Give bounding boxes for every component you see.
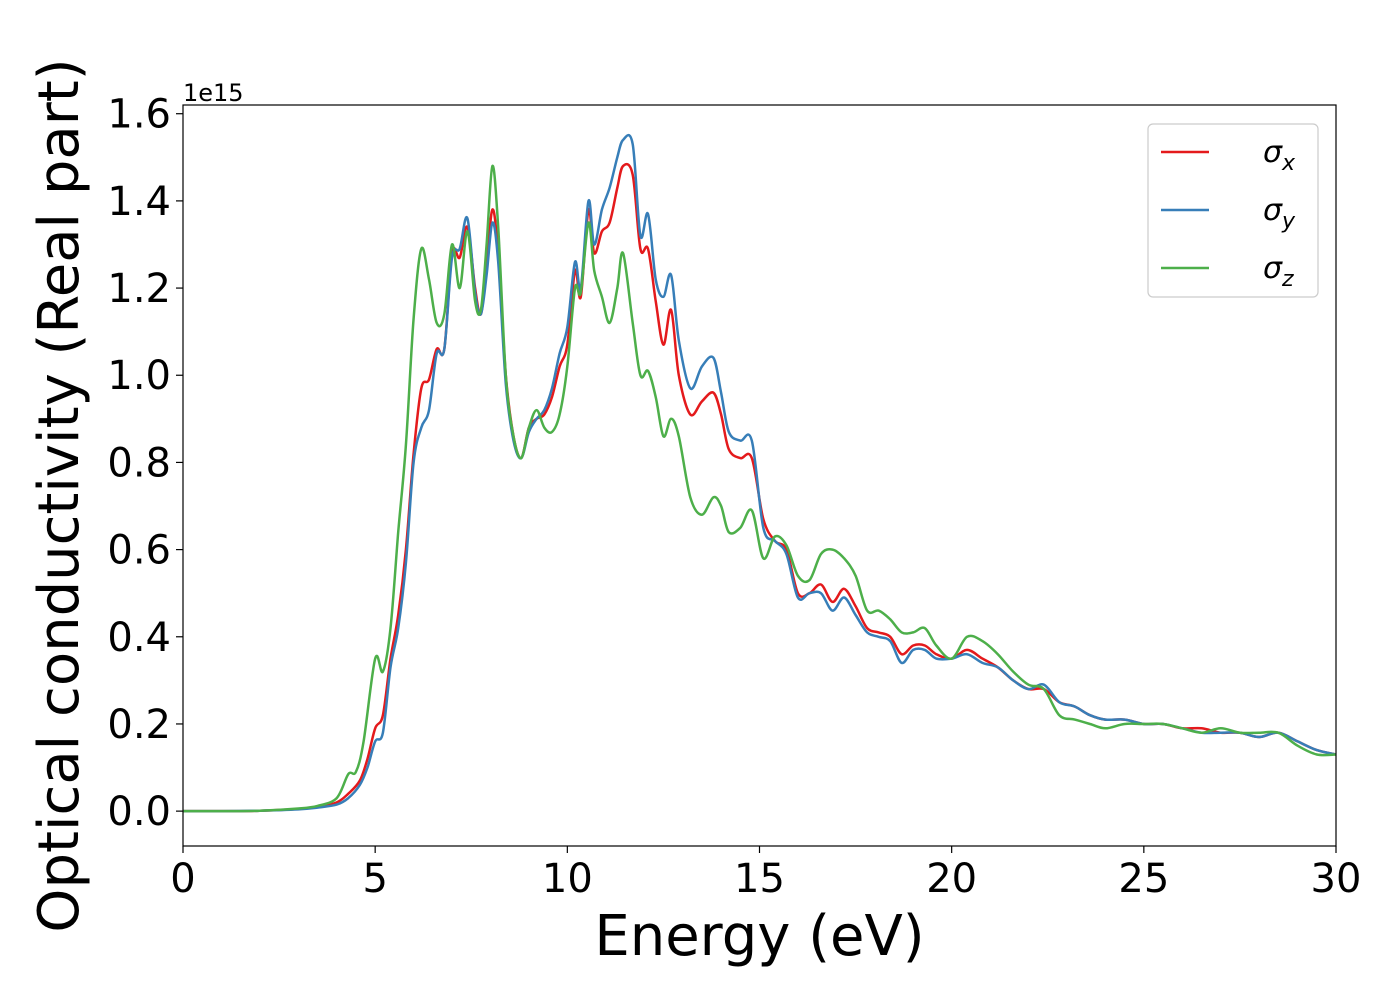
y-tick-label: 1.2 bbox=[107, 266, 171, 312]
x-tick-label: 15 bbox=[734, 856, 785, 902]
x-tick-label: 20 bbox=[926, 856, 977, 902]
y-tick-label: 0.4 bbox=[107, 615, 171, 661]
legend-label-y: σy bbox=[1263, 193, 1296, 234]
series-layer bbox=[183, 133, 1336, 813]
legend-box bbox=[1147, 123, 1319, 298]
x-tick-label: 5 bbox=[362, 856, 387, 902]
legend: σx σy σz bbox=[1147, 123, 1319, 298]
x-axis-title: Energy (eV) bbox=[594, 904, 924, 969]
legend-label-z: σz bbox=[1263, 251, 1294, 292]
x-tick-label: 10 bbox=[542, 856, 593, 902]
y-tick-label: 0.2 bbox=[107, 702, 171, 748]
x-tick-label: 25 bbox=[1118, 856, 1169, 902]
y-tick-label: 0.8 bbox=[107, 440, 171, 486]
y-axis: 0.0 0.2 0.4 0.6 0.8 1.0 1.2 1.4 1.6 bbox=[107, 92, 183, 835]
y-axis-offset-label: 1e15 bbox=[183, 79, 244, 107]
y-tick-label: 1.6 bbox=[107, 92, 171, 138]
x-tick-label: 30 bbox=[1311, 856, 1362, 902]
y-axis-title: Optical conductivity (Real part) bbox=[27, 58, 92, 932]
series-line-y bbox=[183, 133, 1336, 813]
x-axis: 0 5 10 15 20 25 30 bbox=[170, 846, 1361, 902]
x-tick-label: 0 bbox=[170, 856, 195, 902]
y-tick-label: 1.0 bbox=[107, 353, 171, 399]
y-tick-label: 1.4 bbox=[107, 179, 171, 225]
series-line-z bbox=[183, 164, 1336, 813]
y-tick-label: 0.6 bbox=[107, 528, 171, 574]
legend-label-x: σx bbox=[1263, 135, 1296, 176]
y-tick-label: 0.0 bbox=[107, 789, 171, 835]
